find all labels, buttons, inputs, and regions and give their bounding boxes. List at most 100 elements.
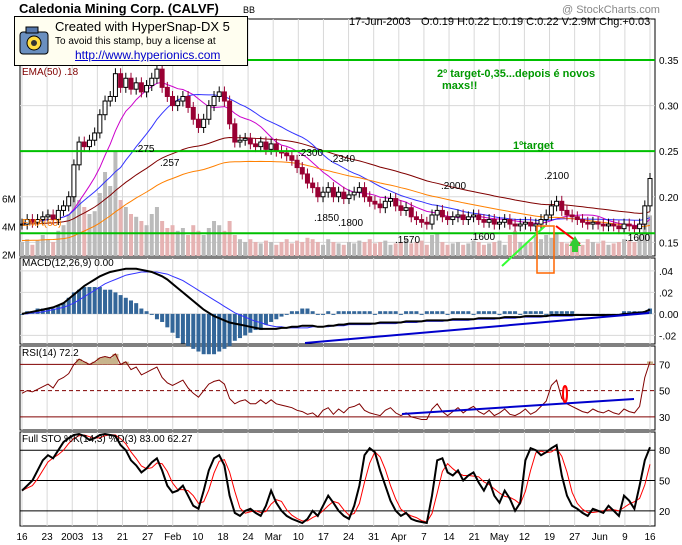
volume-bar bbox=[237, 239, 242, 256]
volume-bar bbox=[637, 235, 642, 256]
candle-body bbox=[471, 214, 477, 218]
macd-histogram-bar bbox=[108, 289, 113, 314]
candle-body bbox=[201, 118, 207, 128]
volume-bar bbox=[502, 244, 507, 256]
volume-bar bbox=[97, 193, 102, 256]
macd-histogram-bar bbox=[289, 311, 294, 314]
x-tick-label: 12 bbox=[519, 532, 531, 543]
macd-histogram-bar bbox=[372, 313, 377, 315]
volume-bar bbox=[398, 242, 403, 256]
macd-histogram-bar bbox=[435, 311, 440, 314]
volume-bar bbox=[128, 214, 133, 256]
rsi-overbought-fill bbox=[91, 361, 98, 365]
candle-body bbox=[569, 214, 575, 218]
candle-body bbox=[138, 82, 144, 93]
x-tick-label: 10 bbox=[293, 532, 305, 543]
volume-bar bbox=[580, 244, 585, 256]
volume-bar bbox=[71, 179, 76, 256]
volume-bar bbox=[170, 225, 175, 256]
candle-body bbox=[496, 221, 502, 225]
price-tick-label: 0.30 bbox=[659, 102, 679, 113]
candle-body bbox=[600, 223, 606, 227]
volume-bar bbox=[321, 244, 326, 256]
x-tick-label: 27 bbox=[569, 532, 581, 543]
macd-histogram-bar bbox=[346, 311, 351, 314]
sto-panel-frame bbox=[19, 431, 656, 527]
candle-body bbox=[631, 225, 637, 230]
candle-body bbox=[149, 77, 155, 87]
candle-body bbox=[180, 95, 186, 102]
macd-histogram-bar bbox=[414, 311, 419, 314]
candle-body bbox=[164, 86, 170, 97]
macd-histogram-bar bbox=[170, 313, 175, 333]
ma-fast-line bbox=[21, 81, 651, 226]
macd-histogram-bar bbox=[40, 308, 45, 314]
candle-body bbox=[621, 223, 627, 230]
volume-bar bbox=[533, 236, 538, 256]
x-tick-label: 21 bbox=[469, 532, 481, 543]
x-tick-label: 24 bbox=[243, 532, 255, 543]
macd-histogram-bar bbox=[243, 313, 248, 336]
macd-histogram-bar bbox=[123, 297, 128, 314]
candle-body bbox=[377, 203, 383, 209]
macd-histogram-bar bbox=[497, 313, 502, 315]
volume-bar bbox=[61, 225, 66, 256]
x-tick-label: 21 bbox=[117, 532, 129, 543]
candle-body bbox=[247, 137, 253, 145]
macd-histogram-bar bbox=[523, 311, 528, 314]
candle-body bbox=[294, 159, 300, 169]
macd-histogram-bar bbox=[533, 311, 538, 314]
volume-bar bbox=[523, 243, 528, 256]
volume-bar bbox=[445, 244, 450, 256]
candle-body bbox=[419, 219, 425, 223]
macd-histogram-bar bbox=[321, 313, 326, 315]
volume-bar bbox=[66, 214, 71, 256]
volume-bar bbox=[424, 244, 429, 256]
volume-bar bbox=[227, 221, 232, 256]
volume-bar bbox=[414, 242, 419, 256]
candle-body bbox=[242, 137, 248, 141]
macd-histogram-bar bbox=[103, 289, 108, 314]
stamp-url[interactable]: http://www.hyperionics.com bbox=[75, 48, 221, 62]
macd-histogram-bar bbox=[450, 311, 455, 314]
candle-body bbox=[50, 214, 56, 221]
volume-bar bbox=[30, 244, 35, 256]
macd-histogram-bar bbox=[404, 311, 409, 314]
macd-histogram-bar bbox=[378, 311, 383, 314]
macd-histogram-bar bbox=[186, 313, 191, 347]
x-tick-label: 13 bbox=[92, 532, 104, 543]
macd-histogram-bar bbox=[544, 313, 549, 315]
macd-histogram-bar bbox=[440, 311, 445, 314]
candle-body bbox=[528, 221, 534, 227]
macd-histogram-bar bbox=[305, 308, 310, 314]
candle-body bbox=[647, 178, 653, 207]
rsi-line bbox=[21, 353, 651, 420]
volume-bar bbox=[263, 240, 268, 256]
macd-histogram-bar bbox=[97, 287, 102, 314]
candle-body bbox=[118, 73, 124, 88]
volume-bar bbox=[258, 243, 263, 256]
candle-body bbox=[211, 95, 217, 107]
macd-histogram-bar bbox=[549, 311, 554, 314]
candle-body bbox=[325, 187, 331, 193]
macd-histogram-bar bbox=[154, 313, 159, 320]
macd-trendline bbox=[304, 312, 650, 344]
candle-body bbox=[170, 95, 176, 107]
volume-bar bbox=[295, 240, 300, 256]
macd-histogram-bar bbox=[502, 311, 507, 314]
candle-body bbox=[86, 139, 92, 148]
sto-k-line bbox=[21, 432, 651, 525]
macd-histogram-bar bbox=[149, 313, 154, 315]
volume-bar bbox=[419, 240, 424, 256]
candle-body bbox=[512, 223, 518, 227]
macd-histogram-bar bbox=[87, 287, 92, 314]
macd-histogram-bar bbox=[175, 313, 180, 339]
macd-tick-label: .02 bbox=[659, 288, 673, 299]
candle-body bbox=[133, 82, 139, 90]
macd-histogram-bar bbox=[217, 313, 222, 352]
x-tick-label: 2003 bbox=[61, 532, 84, 543]
volume-bar bbox=[108, 186, 113, 256]
price-label: .2000 bbox=[441, 181, 466, 192]
rsi-trendline bbox=[401, 398, 635, 415]
macd-histogram-bar bbox=[196, 313, 201, 352]
